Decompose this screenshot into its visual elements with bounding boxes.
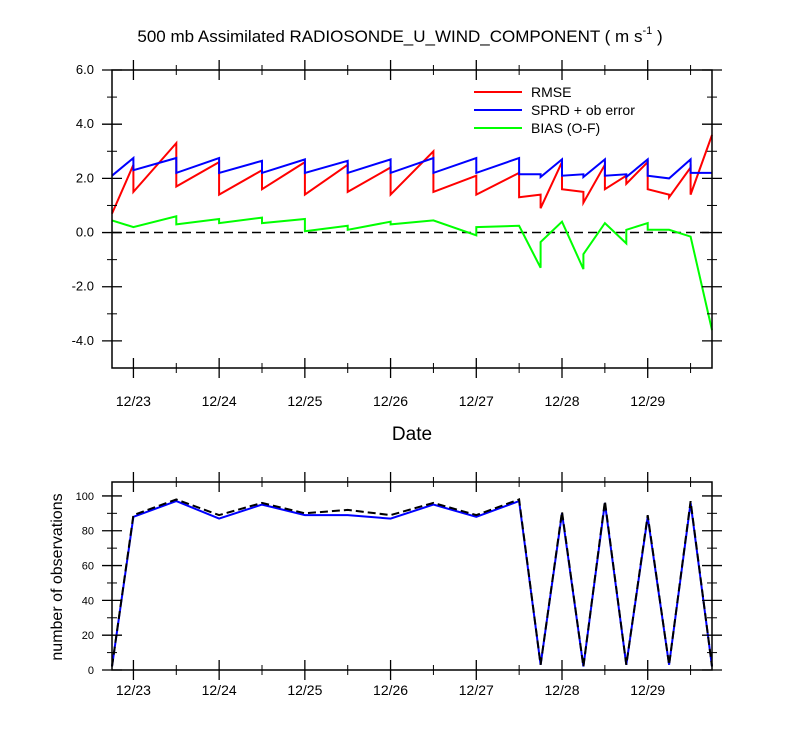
x-tick-label: 12/28 <box>544 682 579 698</box>
x-tick-label: 12/23 <box>116 682 151 698</box>
series-line-rmse <box>111 134 713 215</box>
bottom-series-group <box>111 498 713 667</box>
x-tick-label: 12/27 <box>459 682 494 698</box>
x-axis-label: Date <box>392 424 432 445</box>
x-tick-label: 12/28 <box>544 393 579 409</box>
x-tick-label: 12/27 <box>459 393 494 409</box>
y-tick-label: 60 <box>82 561 94 573</box>
x-tick-label: 12/23 <box>116 393 151 409</box>
y-tick-label: 0 <box>88 665 94 677</box>
x-tick-label: 12/26 <box>373 682 408 698</box>
series-line-observations-total <box>111 498 713 667</box>
y-tick-label: 40 <box>82 595 94 607</box>
legend-label: SPRD + ob error <box>531 102 635 118</box>
legend: RMSE SPRD + ob error BIAS (O-F) <box>474 84 635 136</box>
y-axis-label-observations: number of observations <box>49 493 66 660</box>
x-tick-label: 12/24 <box>202 682 237 698</box>
chart-title-close: ) <box>652 27 662 46</box>
y-tick-label: -2.0 <box>72 279 94 294</box>
top-plot: -4.0 -2.0 0.0 2.0 4.0 6.0 12/23 12/24 12/25 12/26… <box>72 60 722 409</box>
y-tick-label: 6.0 <box>76 62 94 77</box>
y-tick-label: 80 <box>82 526 94 538</box>
y-tick-label: 4.0 <box>76 116 94 131</box>
top-series-group <box>111 134 713 331</box>
y-tick-label: 20 <box>82 630 94 642</box>
x-tick-label: 12/25 <box>287 682 322 698</box>
y-tick-label: -4.0 <box>72 333 94 348</box>
bottom-plot-frame <box>111 481 713 671</box>
legend-label: RMSE <box>531 84 571 100</box>
y-tick-label: 100 <box>76 491 94 503</box>
top-ticks: -4.0 -2.0 0.0 2.0 4.0 6.0 12/23 12/24 12/25 12/26… <box>72 60 722 409</box>
x-tick-label: 12/26 <box>373 393 408 409</box>
chart-title-superscript: -1 <box>642 25 652 37</box>
chart-title-main: 500 mb Assimilated RADIOSONDE_U_WIND_COM… <box>137 27 642 46</box>
series-line-bias-o-f <box>111 215 713 331</box>
top-plot-frame <box>111 69 713 369</box>
chart-title: 500 mb Assimilated RADIOSONDE_U_WIND_COM… <box>137 25 662 46</box>
x-tick-label: 12/24 <box>202 393 237 409</box>
y-tick-label: 2.0 <box>76 170 94 185</box>
x-tick-label: 12/29 <box>630 682 665 698</box>
legend-label: BIAS (O-F) <box>531 120 600 136</box>
series-line-observations-assimilated <box>111 499 713 667</box>
x-tick-label: 12/25 <box>287 393 322 409</box>
bottom-plot: 0 20 40 60 80 100 12/23 12/24 12/25 12/26 12/27 12/… <box>76 472 722 698</box>
bottom-ticks: 0 20 40 60 80 100 12/23 12/24 12/25 12/26 12/27 12/… <box>76 472 722 698</box>
x-tick-label: 12/29 <box>630 393 665 409</box>
y-tick-label: 0.0 <box>76 225 94 240</box>
series-line-sprd-ob-error <box>111 155 712 180</box>
